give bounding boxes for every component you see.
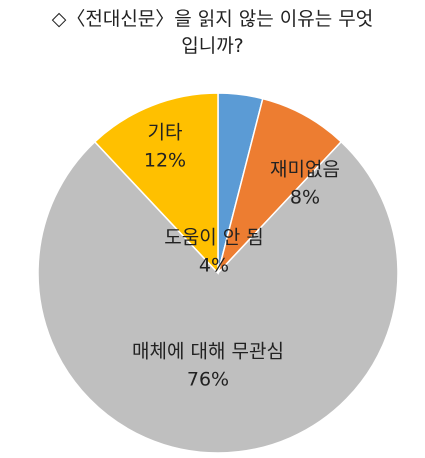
slice-label: 기타 [148, 122, 183, 144]
slice-label: 도움이 안 됨 [164, 227, 263, 249]
slice-label: 매체에 대해 무관심 [132, 341, 284, 363]
value-label: 12% [144, 150, 186, 172]
value-label: 76% [187, 369, 229, 391]
value-label: 8% [290, 187, 320, 209]
pie-slice [37, 140, 399, 454]
chart-title: ◇〈전대신문〉을 읽지 않는 이유는 무엇입니까? [51, 8, 374, 57]
pie-slice [217, 97, 343, 274]
value-label: 4% [199, 255, 229, 277]
pie-slice [93, 92, 219, 275]
slice-label: 재미없음 [270, 159, 340, 181]
